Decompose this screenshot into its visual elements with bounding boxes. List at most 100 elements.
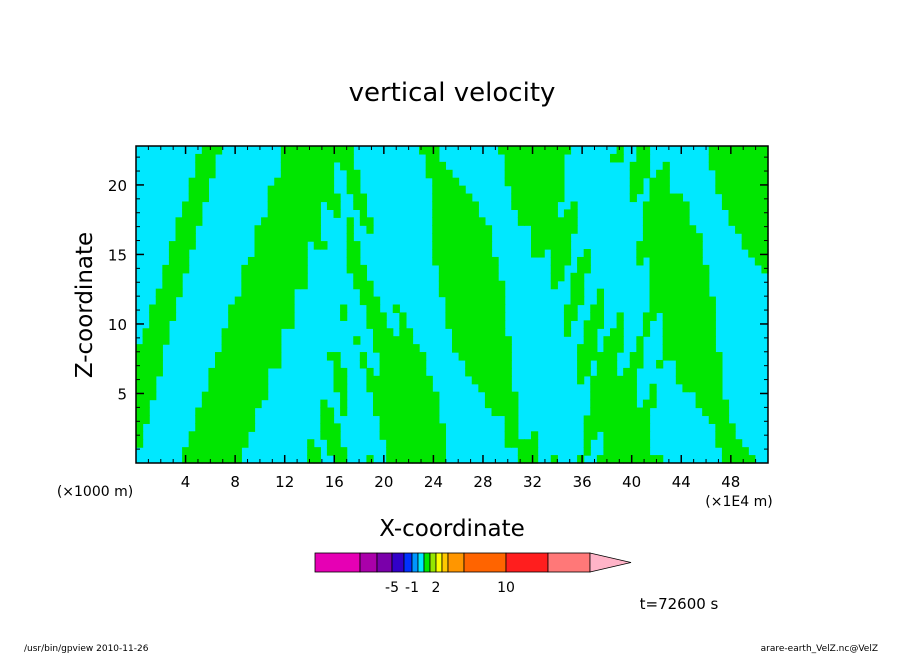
updraft-cell <box>656 249 664 258</box>
colorbar-segment <box>359 552 378 573</box>
updraft-cell <box>307 447 315 456</box>
updraft-cell <box>616 455 624 464</box>
updraft-cell <box>570 272 578 282</box>
updraft-cell <box>498 304 506 314</box>
updraft-cell <box>465 304 473 314</box>
updraft-cell <box>294 249 302 258</box>
updraft-cell <box>675 233 684 242</box>
updraft-cell <box>557 249 565 258</box>
updraft-cell <box>531 241 539 250</box>
updraft-cell <box>491 352 499 361</box>
updraft-cell <box>491 328 499 337</box>
updraft-cell <box>458 193 466 203</box>
updraft-cell <box>623 399 631 409</box>
updraft-cell <box>228 375 236 385</box>
updraft-cell <box>412 431 420 440</box>
updraft-cell <box>175 241 183 250</box>
updraft-cell <box>715 415 723 424</box>
updraft-cell <box>675 288 684 298</box>
updraft-cell <box>590 336 598 345</box>
updraft-cell <box>313 455 321 464</box>
updraft-cell <box>689 264 697 274</box>
updraft-cell <box>498 399 506 409</box>
updraft-cell <box>563 225 572 234</box>
updraft-cell <box>662 288 670 298</box>
updraft-cell <box>596 455 605 464</box>
updraft-cell <box>392 447 400 456</box>
updraft-cell <box>458 185 466 195</box>
updraft-cell <box>550 225 558 234</box>
updraft-cell <box>340 375 348 385</box>
updraft-cell <box>228 352 236 361</box>
updraft-cell <box>228 304 236 314</box>
updraft-cell <box>524 177 532 187</box>
updraft-cell <box>675 352 684 361</box>
updraft-cell <box>695 344 703 353</box>
updraft-cell <box>287 249 295 258</box>
updraft-cell <box>603 352 611 361</box>
updraft-cell <box>215 455 223 464</box>
updraft-cell <box>484 312 493 321</box>
updraft-cell <box>261 391 269 401</box>
updraft-cell <box>596 375 605 385</box>
updraft-cell <box>267 256 275 266</box>
updraft-cell <box>162 312 170 321</box>
updraft-cell <box>208 399 216 409</box>
updraft-cell <box>392 383 400 393</box>
updraft-cell <box>649 177 657 187</box>
updraft-cell <box>405 391 414 401</box>
updraft-cell <box>689 280 697 290</box>
updraft-cell <box>353 241 361 250</box>
updraft-cell <box>557 193 565 203</box>
updraft-cell <box>465 296 473 306</box>
updraft-cell <box>247 359 256 369</box>
updraft-cell <box>241 280 249 290</box>
updraft-cell <box>280 225 289 234</box>
updraft-cell <box>215 439 223 448</box>
updraft-cell <box>373 383 381 393</box>
updraft-cell <box>748 249 756 258</box>
updraft-cell <box>241 431 249 440</box>
updraft-cell <box>761 161 769 171</box>
updraft-cell <box>465 249 473 258</box>
updraft-cell <box>550 217 558 226</box>
updraft-cell <box>728 217 736 226</box>
updraft-cell <box>708 352 716 361</box>
updraft-cell <box>136 352 144 361</box>
updraft-cell <box>721 193 730 203</box>
updraft-cell <box>511 407 519 417</box>
updraft-cell <box>748 146 756 155</box>
updraft-cell <box>689 304 697 314</box>
updraft-cell <box>537 217 545 226</box>
updraft-cell <box>629 193 637 203</box>
updraft-cell <box>544 241 552 250</box>
updraft-cell <box>221 328 229 337</box>
updraft-cell <box>287 256 295 266</box>
updraft-cell <box>307 225 315 234</box>
updraft-cell <box>287 320 295 329</box>
updraft-cell <box>649 312 657 321</box>
updraft-cell <box>182 233 190 242</box>
updraft-cell <box>623 375 631 385</box>
y-tick-label: 5 <box>117 385 127 403</box>
updraft-cell <box>669 296 677 306</box>
updraft-cell <box>636 177 644 187</box>
updraft-cell <box>287 153 295 163</box>
updraft-cell <box>471 225 479 234</box>
updraft-cell <box>465 201 473 210</box>
updraft-cell <box>491 320 499 329</box>
updraft-cell <box>386 423 394 432</box>
updraft-cell <box>458 328 466 337</box>
updraft-cell <box>313 185 321 195</box>
updraft-cell <box>708 296 716 306</box>
updraft-cell <box>689 233 697 242</box>
updraft-cell <box>287 304 295 314</box>
updraft-cell <box>748 161 756 171</box>
updraft-cell <box>247 296 256 306</box>
updraft-cell <box>221 375 229 385</box>
updraft-cell <box>675 280 684 290</box>
updraft-cell <box>662 209 670 218</box>
updraft-cell <box>452 177 460 187</box>
updraft-cell <box>465 367 473 377</box>
updraft-cell <box>662 256 670 266</box>
